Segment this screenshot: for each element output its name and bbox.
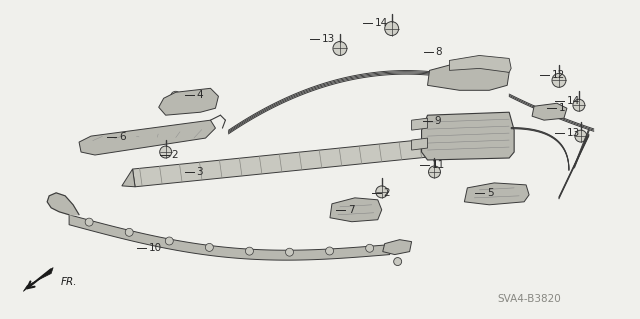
Text: 9: 9 [435, 116, 441, 126]
Text: 5: 5 [487, 188, 494, 198]
Text: 7: 7 [348, 205, 355, 215]
Polygon shape [330, 198, 381, 222]
Text: 1: 1 [559, 103, 566, 113]
Polygon shape [383, 240, 412, 255]
Circle shape [85, 218, 93, 226]
Polygon shape [532, 103, 567, 120]
Circle shape [429, 166, 440, 178]
Circle shape [285, 248, 294, 256]
Circle shape [365, 244, 374, 252]
Polygon shape [486, 133, 505, 151]
Circle shape [467, 76, 471, 80]
Text: 8: 8 [435, 48, 442, 57]
Text: 6: 6 [119, 132, 125, 142]
Text: 14: 14 [375, 18, 388, 28]
Polygon shape [132, 133, 488, 187]
Text: 2: 2 [172, 150, 179, 160]
Text: 13: 13 [567, 128, 580, 138]
Circle shape [173, 94, 178, 99]
Polygon shape [47, 193, 79, 215]
Text: 11: 11 [431, 160, 445, 170]
Circle shape [171, 91, 180, 101]
Circle shape [465, 73, 474, 83]
Circle shape [385, 22, 399, 35]
Text: 13: 13 [322, 33, 335, 43]
Circle shape [333, 41, 347, 56]
Circle shape [160, 146, 172, 158]
Text: 3: 3 [196, 167, 203, 177]
Polygon shape [412, 138, 428, 150]
Polygon shape [23, 268, 53, 292]
Circle shape [573, 99, 585, 111]
Polygon shape [449, 56, 511, 72]
Text: 12: 12 [552, 70, 565, 80]
Polygon shape [159, 88, 218, 115]
Circle shape [205, 243, 213, 251]
Text: 4: 4 [196, 90, 203, 100]
Text: 2: 2 [384, 188, 390, 198]
Circle shape [575, 130, 587, 142]
Circle shape [444, 73, 454, 83]
Polygon shape [412, 118, 428, 130]
Text: 10: 10 [148, 243, 162, 253]
Circle shape [394, 257, 402, 265]
Text: 14: 14 [567, 96, 580, 106]
Circle shape [552, 73, 566, 87]
Circle shape [376, 186, 388, 198]
Polygon shape [428, 63, 509, 90]
Circle shape [326, 247, 333, 255]
Circle shape [165, 237, 173, 245]
Circle shape [447, 76, 451, 80]
Text: FR.: FR. [61, 278, 77, 287]
Circle shape [487, 76, 492, 80]
Polygon shape [422, 112, 514, 160]
Polygon shape [69, 215, 390, 260]
Text: SVA4-B3820: SVA4-B3820 [497, 294, 561, 304]
Polygon shape [122, 169, 135, 187]
Polygon shape [465, 183, 529, 205]
Circle shape [125, 228, 133, 236]
Circle shape [246, 247, 253, 255]
Circle shape [484, 73, 494, 83]
Polygon shape [79, 120, 216, 155]
